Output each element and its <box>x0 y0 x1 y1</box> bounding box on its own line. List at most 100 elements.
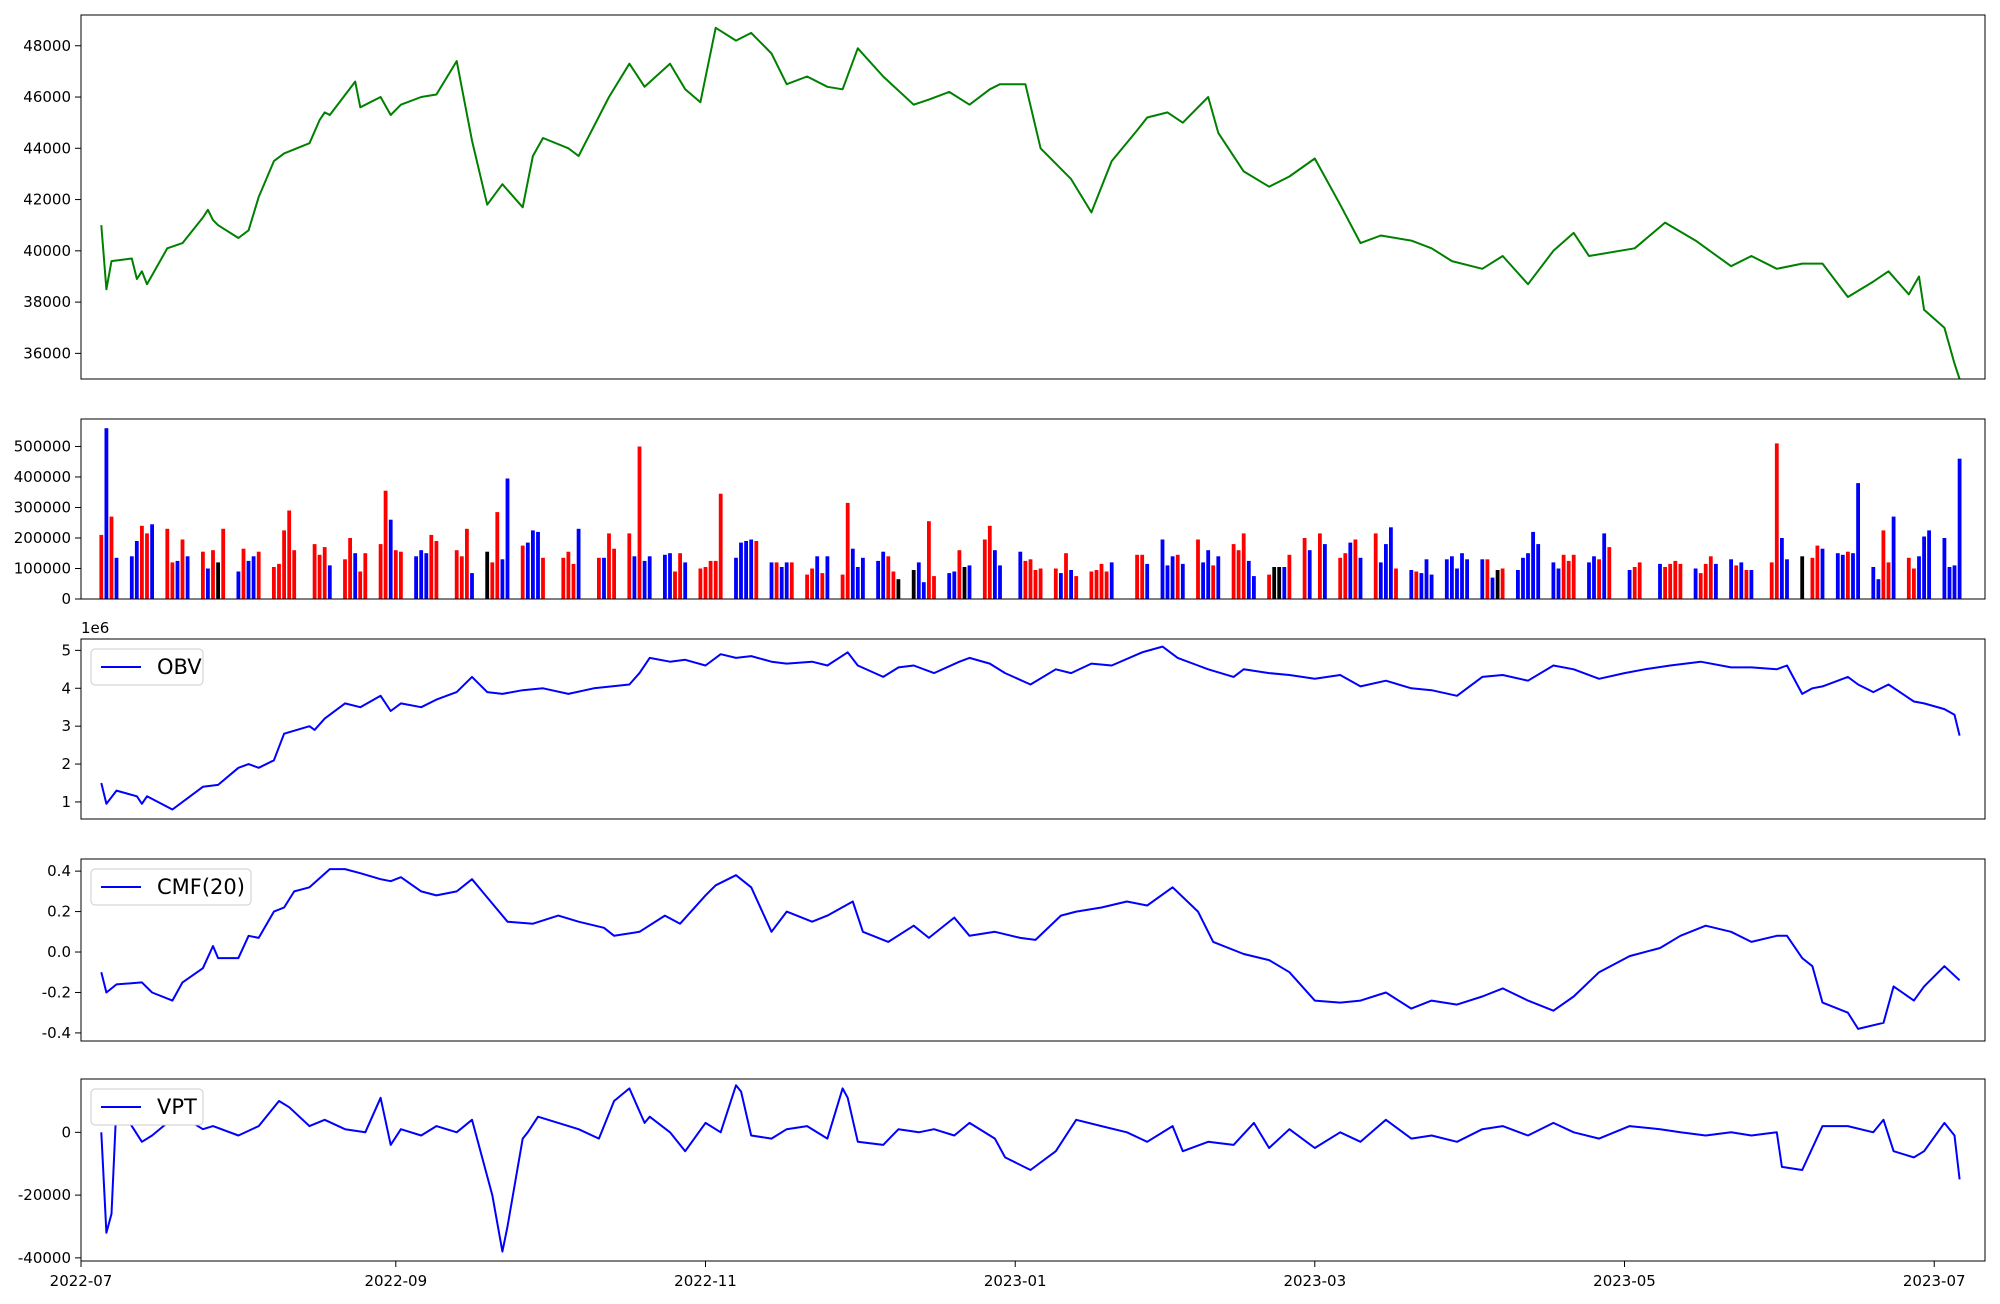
volume-bar-79 <box>683 562 688 599</box>
volume-bar-167 <box>1343 553 1348 599</box>
volume-bar-209 <box>1658 563 1662 599</box>
y-tick-label-1-6: 48000 <box>23 37 71 55</box>
volume-bar-207 <box>1632 567 1637 599</box>
volume-bar-169 <box>1353 539 1358 599</box>
y-tick-label-2-0: 0 <box>61 590 71 608</box>
volume-bar-217 <box>1708 556 1713 599</box>
volume-bar-151 <box>1216 556 1221 599</box>
volume-bar-97 <box>815 556 820 599</box>
volume-bar-189 <box>1495 570 1500 599</box>
volume-bar-84 <box>718 493 723 599</box>
volume-bar-1 <box>104 428 109 599</box>
volume-bar-239 <box>1881 530 1886 599</box>
legend-box-cmf <box>90 868 252 906</box>
volume-bar-54 <box>495 512 500 599</box>
volume-bar-124 <box>1018 551 1023 599</box>
volume-bar-112 <box>921 582 926 599</box>
volume-bar-135 <box>1094 570 1099 599</box>
volume-bar-9 <box>165 528 170 599</box>
volume-bar-52 <box>485 551 490 599</box>
volume-bar-123 <box>998 565 1002 599</box>
volume-bar-101 <box>845 502 850 599</box>
volume-bar-245 <box>1922 536 1926 599</box>
volume-bar-230 <box>1815 545 1820 599</box>
y-tick-label-1-1: 38000 <box>23 293 71 311</box>
volume-bar-194 <box>1531 531 1535 599</box>
axes-border-5 <box>80 1078 1986 1262</box>
volume-bar-158 <box>1272 567 1277 599</box>
y-tick-label-5-0: -40000 <box>18 1249 71 1267</box>
volume-bar-96 <box>810 568 814 599</box>
volume-bar-212 <box>1673 560 1678 599</box>
volume-bar-183 <box>1455 568 1459 599</box>
volume-bar-25 <box>277 563 281 599</box>
volume-bar-36 <box>358 571 363 599</box>
volume-bar-165 <box>1323 544 1327 599</box>
volume-bar-45 <box>424 553 429 599</box>
volume-bar-130 <box>1059 573 1063 599</box>
volume-bar-220 <box>1734 565 1739 599</box>
y-tick-label-3-3: 4 <box>61 679 71 697</box>
volume-bar-216 <box>1703 563 1708 599</box>
volume-bar-190 <box>1500 568 1505 599</box>
volume-bar-131 <box>1064 553 1068 599</box>
volume-bar-76 <box>668 553 672 599</box>
volume-bar-247 <box>1942 538 1947 599</box>
volume-bar-44 <box>419 550 424 599</box>
volume-bar-63 <box>566 551 571 599</box>
volume-bar-149 <box>1206 550 1211 599</box>
volume-bar-103 <box>855 567 860 599</box>
y-tick-label-2-3: 300000 <box>14 498 71 516</box>
volume-bar-181 <box>1444 559 1449 599</box>
volume-bar-10 <box>170 562 175 599</box>
volume-bar-226 <box>1780 538 1784 599</box>
volume-bar-70 <box>627 533 632 599</box>
volume-bar-50 <box>465 528 469 599</box>
volume-bar-205 <box>1607 547 1612 599</box>
volume-bar-229 <box>1810 557 1815 599</box>
volume-bar-48 <box>454 550 459 599</box>
volume-bar-132 <box>1069 570 1073 599</box>
y-tick-label-2-4: 400000 <box>14 468 71 486</box>
volume-bar-218 <box>1714 563 1718 599</box>
x-tick-label-2: 2022-11 <box>674 1272 737 1290</box>
volume-bar-39 <box>383 490 388 599</box>
volume-bar-156 <box>1252 576 1256 599</box>
axes-border-4 <box>80 858 1986 1042</box>
y-tick-label-1-0: 36000 <box>23 344 71 362</box>
volume-bar-171 <box>1373 533 1378 599</box>
volume-bar-200 <box>1571 554 1576 599</box>
volume-bar-31 <box>322 547 327 599</box>
volume-bar-4 <box>129 556 134 599</box>
volume-bar-193 <box>1526 553 1530 599</box>
volume-bar-145 <box>1175 554 1180 599</box>
volume-bar-236 <box>1856 483 1860 599</box>
y-tick-label-4-1: -0.2 <box>42 983 71 1001</box>
volume-bar-66 <box>597 557 601 599</box>
volume-bar-148 <box>1201 562 1205 599</box>
volume-bar-166 <box>1338 557 1343 599</box>
volume-bar-98 <box>820 573 825 599</box>
volume-bar-61 <box>541 557 545 599</box>
volume-bar-176 <box>1409 570 1414 599</box>
volume-bar-16 <box>211 550 215 599</box>
volume-bar-146 <box>1180 563 1185 599</box>
x-tick-label-0: 2022-07 <box>50 1272 113 1290</box>
volume-bar-143 <box>1165 565 1170 599</box>
volume-bar-59 <box>531 530 535 599</box>
volume-bar-65 <box>576 528 581 599</box>
volume-bar-109 <box>896 579 901 599</box>
volume-bar-201 <box>1587 562 1591 599</box>
volume-bar-88 <box>749 539 754 599</box>
volume-bar-249 <box>1952 565 1957 599</box>
volume-bar-64 <box>571 563 576 599</box>
axes-frame-4 <box>80 858 1986 1042</box>
volume-bar-43 <box>414 556 418 599</box>
y-tick-label-5-2: 0 <box>61 1123 71 1141</box>
volume-bar-137 <box>1104 571 1109 599</box>
y-tick-label-3-1: 2 <box>61 755 71 773</box>
volume-bar-170 <box>1358 557 1363 599</box>
legend-box-vpt <box>90 1088 204 1126</box>
y-tick-label-4-2: 0.0 <box>47 943 71 961</box>
volume-bar-47 <box>434 541 439 599</box>
